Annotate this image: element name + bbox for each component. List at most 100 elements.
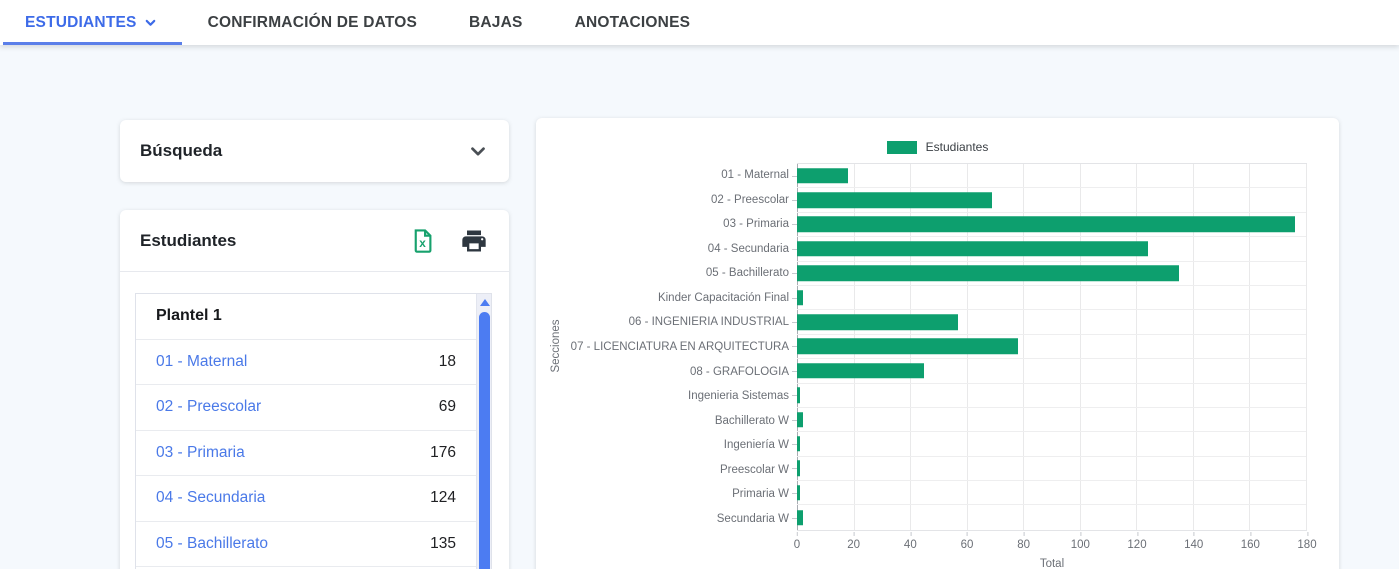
tab-confirmacion-de-datos[interactable]: CONFIRMACIÓN DE DATOS <box>182 0 443 45</box>
x-tick-label: 160 <box>1240 532 1260 551</box>
scrollbar-thumb[interactable] <box>479 312 490 569</box>
tab-label: CONFIRMACIÓN DE DATOS <box>207 13 418 31</box>
category-label: 08 - GRAFOLOGIA <box>689 365 789 378</box>
x-tick-label: 80 <box>1017 532 1031 551</box>
gridline <box>1023 164 1025 530</box>
list-item: 01 - Maternal 18 <box>136 340 476 385</box>
gridline <box>1136 164 1138 530</box>
bar-row <box>792 359 1306 384</box>
category-label: Secundaria W <box>716 512 789 525</box>
print-icon[interactable] <box>459 227 489 255</box>
students-chart-card: Estudiantes Secciones 01 - Maternal 02 - … <box>536 118 1339 569</box>
chart-legend[interactable]: Estudiantes <box>536 140 1339 154</box>
category-label: Ingenieria Sistemas <box>688 390 789 403</box>
category-label: 06 - INGENIERIA INDUSTRIAL <box>628 316 789 329</box>
section-count: 69 <box>438 398 456 416</box>
top-navigation: ESTUDIANTES CONFIRMACIÓN DE DATOS BAJAS … <box>0 0 1399 45</box>
category-label: Ingeniería W <box>723 439 789 452</box>
list-item: 03 - Primaria 176 <box>136 431 476 476</box>
bar <box>797 460 800 477</box>
gridline <box>1306 164 1307 530</box>
category-label: 07 - LICENCIATURA EN ARQUITECTURA <box>570 340 789 353</box>
active-tab-underline <box>3 42 182 45</box>
tab-label: ESTUDIANTES <box>25 13 137 31</box>
bar-row <box>792 286 1306 311</box>
bar <box>797 387 800 403</box>
list-item: 04 - Secundaria 124 <box>136 476 476 522</box>
category-labels: 01 - Maternal 02 - Preescolar 03 - Primari… <box>536 163 789 531</box>
divider <box>120 271 509 272</box>
section-link[interactable]: 05 - Bachillerato <box>156 534 269 552</box>
category-label: Preescolar W <box>719 463 789 476</box>
students-panel-header: Estudiantes x <box>120 210 509 271</box>
x-tick-label: 0 <box>793 532 801 551</box>
bar-row <box>792 432 1306 457</box>
bar-row <box>792 457 1306 482</box>
bar <box>797 509 803 526</box>
tab-label: BAJAS <box>469 13 523 31</box>
scroll-up-arrow-icon[interactable] <box>479 299 490 306</box>
x-axis-ticks: 0 20 40 60 80 100 120 140 160 180 <box>793 532 1317 552</box>
x-tick-label: 60 <box>960 532 974 551</box>
plantel-list: Plantel 1 01 - Maternal 18 02 - Preescolar… <box>135 293 492 569</box>
chevron-down-icon[interactable] <box>467 140 489 162</box>
x-tick-label: 100 <box>1070 532 1090 551</box>
bar <box>797 338 1018 355</box>
bar <box>797 314 959 330</box>
search-panel-header[interactable]: Búsqueda <box>120 120 509 182</box>
list-scrollbar[interactable] <box>476 294 491 569</box>
bar <box>797 289 803 306</box>
x-axis-title: Total <box>1039 558 1065 569</box>
section-link[interactable]: 01 - Maternal <box>156 352 248 370</box>
tab-anotaciones[interactable]: ANOTACIONES <box>549 0 717 45</box>
section-count: 135 <box>430 534 456 552</box>
section-link[interactable]: 04 - Secundaria <box>156 489 266 507</box>
section-link[interactable]: 02 - Preescolar <box>156 398 262 416</box>
svg-text:x: x <box>419 235 426 249</box>
gridline <box>1192 164 1194 530</box>
category-label: 04 - Secundaria <box>707 242 789 255</box>
bar <box>797 192 993 208</box>
bar <box>797 363 925 379</box>
x-tick-label: 140 <box>1184 532 1204 551</box>
category-label: Bachillerato W <box>714 414 789 427</box>
plot-area <box>792 163 1307 531</box>
bar <box>797 216 1295 233</box>
gridline <box>1249 164 1251 530</box>
group-header-label: Plantel 1 <box>156 307 222 325</box>
bar-row <box>792 335 1306 360</box>
category-label: 02 - Preescolar <box>711 193 789 206</box>
bar <box>797 265 1179 281</box>
bar <box>797 241 1148 257</box>
students-panel-title: Estudiantes <box>140 230 237 250</box>
list-item: 05 - Bachillerato 135 <box>136 522 476 567</box>
category-label: 05 - Bachillerato <box>705 267 789 280</box>
bar <box>797 167 848 184</box>
legend-swatch <box>886 140 917 154</box>
x-tick-label: 120 <box>1127 532 1147 551</box>
section-count: 124 <box>430 489 456 507</box>
category-label: 01 - Maternal <box>721 169 789 182</box>
list-group-header: Plantel 1 <box>136 294 476 340</box>
bar-row <box>792 481 1306 506</box>
bar-row <box>792 188 1306 213</box>
bar-row <box>792 237 1306 262</box>
chevron-down-icon <box>143 15 158 30</box>
x-tick-label: 40 <box>903 532 917 551</box>
bar <box>797 436 800 452</box>
plantel-list-rows: Plantel 1 01 - Maternal 18 02 - Preescolar… <box>136 294 476 569</box>
category-label: 03 - Primaria <box>723 218 789 231</box>
bar-row <box>792 505 1306 529</box>
bar-row <box>792 310 1306 335</box>
excel-export-icon[interactable]: x <box>409 227 436 255</box>
category-label: Primaria W <box>732 488 789 501</box>
legend-label: Estudiantes <box>925 140 989 154</box>
category-label: Kinder Capacitación Final <box>657 291 789 304</box>
section-link[interactable]: 03 - Primaria <box>156 443 245 461</box>
tab-bajas[interactable]: BAJAS <box>443 0 549 45</box>
students-panel: Estudiantes x Plantel 1 01 - Matern <box>120 210 509 569</box>
bar <box>797 411 803 428</box>
search-panel-title: Búsqueda <box>140 141 223 160</box>
x-tick-label: 20 <box>847 532 861 551</box>
tab-estudiantes[interactable]: ESTUDIANTES <box>3 0 182 45</box>
